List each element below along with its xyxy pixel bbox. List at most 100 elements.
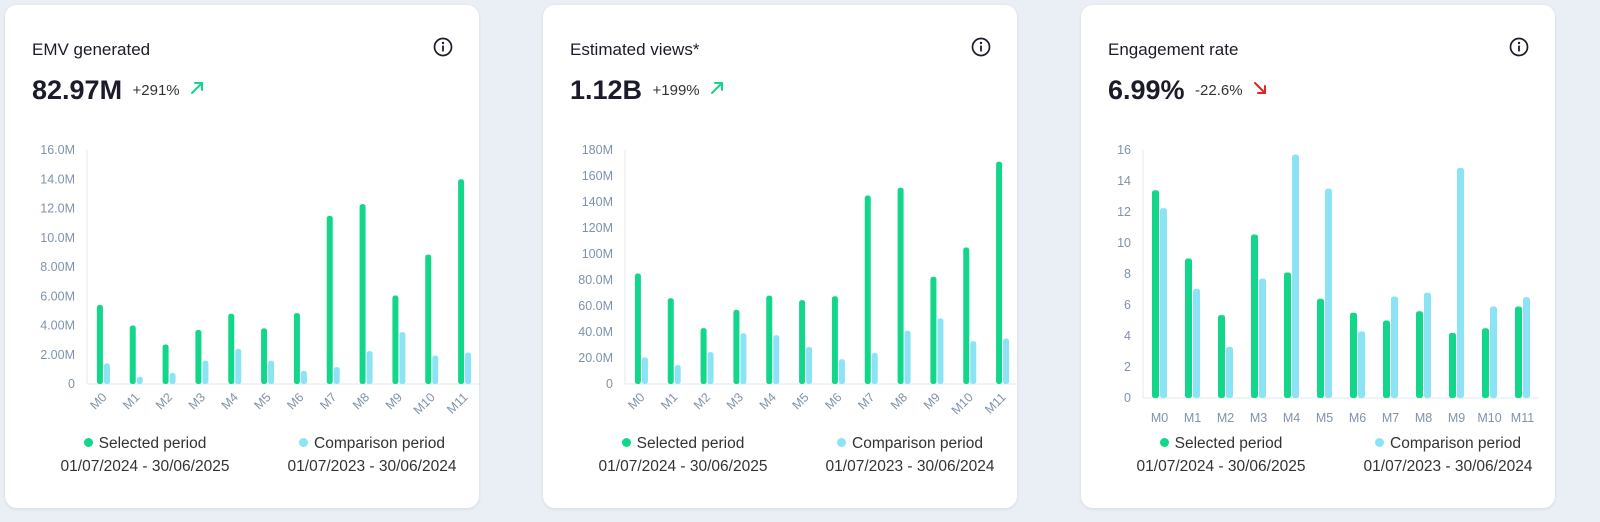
bar-comparison-period[interactable] <box>1325 188 1332 398</box>
legend-comparison[interactable]: Comparison period 01/07/2023 - 30/06/202… <box>805 435 1015 476</box>
selected-dot <box>1159 438 1169 447</box>
legend-comparison[interactable]: Comparison period 01/07/2023 - 30/06/202… <box>267 435 477 476</box>
bar-selected-period[interactable] <box>392 295 399 384</box>
bar-comparison-period[interactable] <box>169 373 176 384</box>
bar-comparison-period[interactable] <box>674 365 681 384</box>
bar-selected-period[interactable] <box>634 273 641 385</box>
bar-comparison-period[interactable] <box>904 330 911 384</box>
bar-selected-period[interactable] <box>1251 234 1258 398</box>
x-tick-label: M7 <box>317 390 339 412</box>
x-tick-label: M10 <box>949 390 976 417</box>
x-tick-label: M0 <box>87 390 109 412</box>
legend-selected-dates: 01/07/2024 - 30/06/2025 <box>1136 458 1306 475</box>
bar-comparison-period[interactable] <box>366 351 373 384</box>
bar-comparison-period[interactable] <box>333 367 340 384</box>
bar-comparison-period[interactable] <box>1160 208 1167 398</box>
bar-selected-period[interactable] <box>1185 258 1192 399</box>
bar-comparison-period[interactable] <box>432 355 439 384</box>
bar-selected-period[interactable] <box>261 328 268 384</box>
bar-selected-period[interactable] <box>864 195 871 385</box>
bar-selected-period[interactable] <box>766 295 773 384</box>
bar-selected-period[interactable] <box>1482 328 1489 398</box>
bar-selected-period[interactable] <box>897 187 904 384</box>
bar-comparison-period[interactable] <box>268 360 275 384</box>
bar-selected-period[interactable] <box>458 179 465 384</box>
arrow-down-right-icon <box>1253 81 1267 100</box>
info-icon[interactable] <box>970 36 992 58</box>
bar-comparison-period[interactable] <box>1259 278 1266 398</box>
bar-comparison-period[interactable] <box>838 359 845 384</box>
legend-comparison-label: Comparison period <box>1390 435 1521 452</box>
kpi-value: 1.12B <box>570 75 643 105</box>
bar-comparison-period[interactable] <box>1358 331 1365 398</box>
bar-selected-period[interactable] <box>799 300 806 384</box>
y-tick-label: 12 <box>1117 205 1131 219</box>
x-tick-label: M9 <box>1448 411 1465 425</box>
bar-selected-period[interactable] <box>667 298 674 384</box>
bar-selected-period[interactable] <box>1449 332 1456 398</box>
bar-comparison-period[interactable] <box>641 357 648 384</box>
bar-comparison-period[interactable] <box>103 363 110 384</box>
bar-selected-period[interactable] <box>831 296 838 384</box>
info-icon[interactable] <box>1508 36 1530 58</box>
bar-selected-period[interactable] <box>96 305 103 384</box>
legend-selected[interactable]: Selected period 01/07/2024 - 30/06/2025 <box>1116 435 1326 476</box>
x-tick-label: M6 <box>822 390 844 412</box>
x-tick-label: M9 <box>921 390 943 412</box>
bar-selected-period[interactable] <box>162 344 169 384</box>
bar-comparison-period[interactable] <box>1193 288 1200 398</box>
legend-selected-label: Selected period <box>98 435 207 452</box>
bar-comparison-period[interactable] <box>970 341 977 384</box>
bar-selected-period[interactable] <box>963 247 970 385</box>
bar-comparison-period[interactable] <box>235 348 242 384</box>
bar-selected-period[interactable] <box>996 161 1003 384</box>
bar-selected-period[interactable] <box>1416 311 1423 398</box>
bar-selected-period[interactable] <box>228 313 235 384</box>
bar-comparison-period[interactable] <box>1457 167 1464 398</box>
x-tick-label: M5 <box>1316 411 1333 425</box>
legend-comparison[interactable]: Comparison period 01/07/2023 - 30/06/202… <box>1343 435 1553 476</box>
bar-comparison-period[interactable] <box>1003 338 1010 385</box>
bar-comparison-period[interactable] <box>136 376 143 384</box>
bar-selected-period[interactable] <box>1383 320 1390 399</box>
bar-selected-period[interactable] <box>1515 306 1522 398</box>
bar-selected-period[interactable] <box>733 309 740 384</box>
info-icon[interactable] <box>432 36 454 58</box>
bar-comparison-period[interactable] <box>1391 296 1398 398</box>
bar-comparison-period[interactable] <box>1226 346 1233 398</box>
bar-selected-period[interactable] <box>195 329 202 384</box>
x-tick-label: M11 <box>1511 411 1534 425</box>
bar-comparison-period[interactable] <box>1490 306 1497 398</box>
y-tick-label: 20.0M <box>578 351 613 365</box>
selected-dot <box>83 438 93 447</box>
bar-comparison-period[interactable] <box>806 346 813 384</box>
bar-comparison-period[interactable] <box>1292 154 1299 398</box>
bar-selected-period[interactable] <box>359 204 366 384</box>
bar-comparison-period[interactable] <box>740 333 747 384</box>
bar-selected-period[interactable] <box>1317 298 1324 398</box>
bar-selected-period[interactable] <box>326 215 333 384</box>
bar-comparison-period[interactable] <box>773 335 780 384</box>
bar-comparison-period[interactable] <box>871 352 878 384</box>
bar-comparison-period[interactable] <box>300 370 307 384</box>
bar-selected-period[interactable] <box>1284 272 1291 398</box>
bar-selected-period[interactable] <box>700 328 707 384</box>
legend-selected[interactable]: Selected period 01/07/2024 - 30/06/2025 <box>40 435 250 476</box>
bar-selected-period[interactable] <box>930 276 937 384</box>
bar-selected-period[interactable] <box>1152 190 1159 398</box>
bar-comparison-period[interactable] <box>1523 297 1530 398</box>
x-tick-label: M4 <box>757 390 779 412</box>
comparison-dot <box>299 438 309 447</box>
bar-selected-period[interactable] <box>129 325 136 385</box>
legend-selected[interactable]: Selected period 01/07/2024 - 30/06/2025 <box>578 435 788 476</box>
bar-comparison-period[interactable] <box>1424 292 1431 398</box>
bar-comparison-period[interactable] <box>707 352 714 384</box>
bar-selected-period[interactable] <box>425 254 432 384</box>
bar-comparison-period[interactable] <box>937 318 944 384</box>
bar-selected-period[interactable] <box>293 313 300 384</box>
bar-selected-period[interactable] <box>1218 315 1225 398</box>
bar-comparison-period[interactable] <box>202 360 209 384</box>
bar-comparison-period[interactable] <box>465 352 472 384</box>
bar-selected-period[interactable] <box>1350 312 1357 398</box>
bar-comparison-period[interactable] <box>399 332 406 384</box>
